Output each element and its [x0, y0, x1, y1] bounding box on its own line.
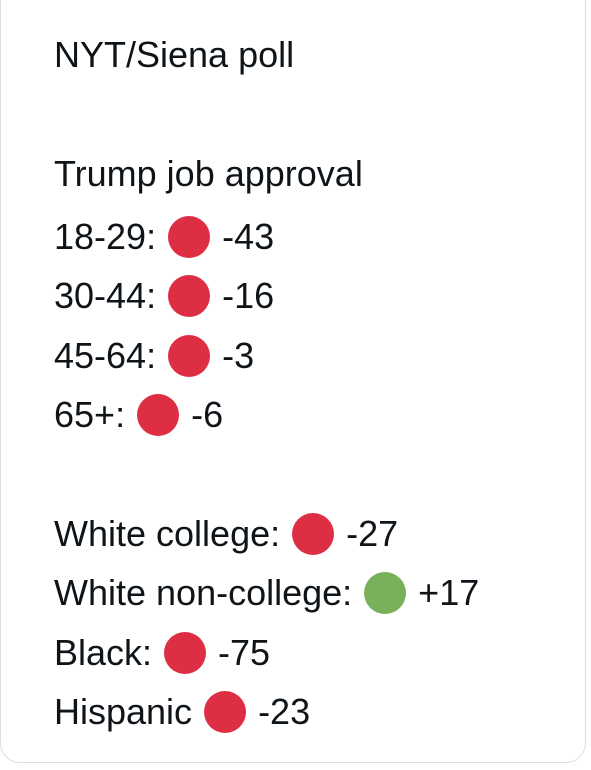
- row-value: -23: [258, 691, 311, 733]
- poll-title: NYT/Siena poll: [54, 34, 295, 75]
- red-circle-icon: [164, 631, 207, 674]
- red-circle-icon: [168, 334, 211, 377]
- row-value: -3: [222, 334, 255, 376]
- age-row-18-29: 18-29: -43: [54, 207, 274, 267]
- row-label: White non-college:: [54, 572, 353, 614]
- demo-row-white-non-college: White non-college: +17: [54, 564, 479, 624]
- red-circle-icon: [168, 275, 211, 318]
- demo-row-black: Black: -75: [54, 623, 479, 683]
- age-row-30-44: 30-44: -16: [54, 267, 274, 327]
- demo-row-white-college: White college: -27: [54, 504, 479, 564]
- row-label: Black:: [54, 631, 153, 673]
- row-label: 65+:: [54, 394, 126, 436]
- row-value: -27: [346, 512, 399, 554]
- row-label: 18-29:: [54, 215, 157, 257]
- row-value: -75: [218, 631, 271, 673]
- row-value: -16: [222, 275, 275, 317]
- red-circle-icon: [204, 691, 247, 734]
- red-circle-icon: [137, 394, 180, 437]
- demo-row-hispanic: Hispanic -23: [54, 683, 479, 743]
- demographic-list: White college: -27 White non-college: +1…: [54, 504, 479, 742]
- section-heading: Trump job approval: [54, 153, 363, 194]
- row-label: Hispanic: [54, 691, 193, 733]
- green-circle-icon: [364, 572, 407, 615]
- row-value: +17: [418, 572, 480, 614]
- row-value: -6: [191, 394, 224, 436]
- age-row-45-64: 45-64: -3: [54, 326, 274, 386]
- row-label: White college:: [54, 512, 281, 554]
- age-group-list: 18-29: -43 30-44: -16 45-64: -3 65+: -6: [54, 207, 274, 445]
- red-circle-icon: [168, 215, 211, 258]
- row-label: 45-64:: [54, 334, 157, 376]
- row-value: -43: [222, 215, 275, 257]
- row-label: 30-44:: [54, 275, 157, 317]
- red-circle-icon: [292, 512, 335, 555]
- age-row-65-plus: 65+: -6: [54, 386, 274, 446]
